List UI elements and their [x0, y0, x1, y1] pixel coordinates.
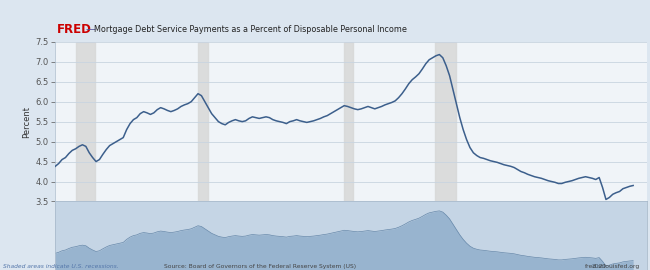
- Bar: [344, 42, 354, 201]
- Text: —: —: [86, 24, 96, 34]
- Bar: [75, 42, 95, 201]
- Bar: [198, 42, 208, 201]
- Text: Mortgage Debt Service Payments as a Percent of Disposable Personal Income: Mortgage Debt Service Payments as a Perc…: [94, 25, 406, 34]
- Text: Shaded areas indicate U.S. recessions.: Shaded areas indicate U.S. recessions.: [3, 264, 119, 269]
- Text: 2020: 2020: [592, 264, 606, 269]
- Text: fred.stlouisfed.org: fred.stlouisfed.org: [585, 264, 640, 269]
- Text: Source: Board of Governors of the Federal Reserve System (US): Source: Board of Governors of the Federa…: [164, 264, 356, 269]
- Bar: [435, 42, 456, 201]
- Y-axis label: Percent: Percent: [22, 106, 31, 138]
- Text: FRED: FRED: [57, 23, 92, 36]
